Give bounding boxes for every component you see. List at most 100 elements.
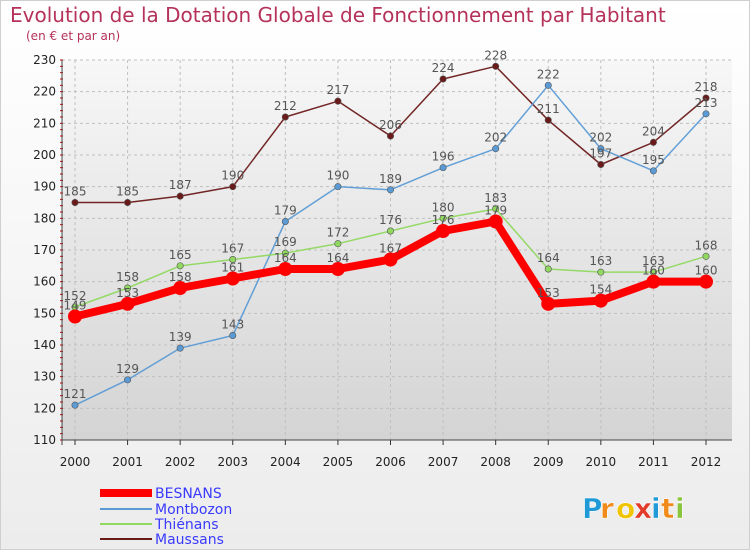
grid <box>62 59 732 441</box>
data-point-besnans <box>278 262 293 276</box>
data-label-besnans: 164 <box>274 251 297 265</box>
data-point-besnans <box>699 274 713 289</box>
data-label-thi-nans: 172 <box>326 226 349 240</box>
y-tick-label: 160 <box>33 275 56 289</box>
data-label-thi-nans: 183 <box>484 191 507 205</box>
data-point-besnans <box>541 296 556 311</box>
data-label-thi-nans: 163 <box>642 254 665 268</box>
y-tick-label: 220 <box>33 85 56 99</box>
chart-title: Evolution de la Dotation Globale de Fonc… <box>10 3 666 27</box>
data-label-maussans: 224 <box>432 61 455 75</box>
brand-letter: x <box>634 492 652 525</box>
data-point-maussans <box>281 113 289 121</box>
data-point-maussans <box>124 199 132 207</box>
data-label-montbozon: 195 <box>642 153 665 167</box>
data-point-thi-nans <box>386 227 394 235</box>
data-point-thi-nans <box>229 255 237 263</box>
proxiti-logo: Pr oxi t i <box>582 492 685 526</box>
data-label-besnans: 149 <box>64 299 87 313</box>
series-group <box>68 62 713 409</box>
data-point-maussans <box>492 62 500 70</box>
data-point-maussans <box>439 75 447 83</box>
data-point-montbozon <box>229 331 237 339</box>
y-tick-label: 150 <box>33 306 56 320</box>
brand-letter: r <box>600 492 614 525</box>
data-point-montbozon <box>281 218 289 226</box>
y-tick-label: 140 <box>33 338 56 352</box>
data-point-besnans <box>225 271 240 286</box>
data-label-besnans: 179 <box>484 204 507 218</box>
x-tick-label: 2005 <box>323 455 354 469</box>
data-point-thi-nans <box>176 262 184 270</box>
data-label-maussans: 211 <box>537 102 560 116</box>
data-label-maussans: 217 <box>326 83 349 97</box>
data-point-montbozon <box>597 145 605 153</box>
data-label-maussans: 185 <box>116 185 139 199</box>
brand-letter: o <box>616 492 635 525</box>
data-label-maussans: 204 <box>642 124 665 138</box>
data-label-thi-nans: 164 <box>537 251 560 265</box>
data-point-besnans <box>120 296 135 311</box>
data-label-thi-nans: 180 <box>432 200 455 214</box>
data-label-montbozon: 190 <box>326 169 349 183</box>
x-tick-label: 2011 <box>638 455 669 469</box>
data-point-thi-nans <box>544 265 552 273</box>
chart-subtitle: (en € et par an) <box>26 29 120 43</box>
legend-label-montbozon: Montbozon <box>155 502 232 518</box>
data-label-thi-nans: 165 <box>169 248 192 262</box>
data-label-montbozon: 202 <box>589 131 612 145</box>
data-label-maussans: 228 <box>484 48 507 62</box>
data-label-montbozon: 213 <box>695 96 718 110</box>
data-point-maussans <box>334 97 342 105</box>
data-point-maussans <box>229 183 237 191</box>
legend-label-thi-nans: Thiénans <box>154 517 219 533</box>
brand-letter: i <box>651 492 661 525</box>
data-label-besnans: 153 <box>537 286 560 300</box>
data-label-besnans: 153 <box>116 286 139 300</box>
x-tick-label: 2008 <box>480 455 511 469</box>
data-label-besnans: 160 <box>642 264 665 278</box>
data-label-montbozon: 222 <box>537 67 560 81</box>
data-point-besnans <box>330 262 345 276</box>
data-point-montbozon <box>544 81 552 89</box>
y-tick-label: 110 <box>33 433 56 447</box>
y-tick-label: 200 <box>33 148 56 162</box>
data-label-besnans: 164 <box>326 251 349 265</box>
data-point-besnans <box>436 224 451 238</box>
data-label-besnans: 176 <box>432 213 455 227</box>
data-point-montbozon <box>439 164 447 172</box>
data-point-montbozon <box>702 110 710 118</box>
data-point-besnans <box>173 281 188 295</box>
x-tick-label: 2000 <box>60 455 91 469</box>
data-label-montbozon: 196 <box>432 150 455 164</box>
data-label-montbozon: 189 <box>379 172 402 186</box>
data-point-maussans <box>597 161 605 169</box>
y-tick-label: 130 <box>33 370 56 384</box>
x-tick-label: 2010 <box>586 455 617 469</box>
data-point-maussans <box>71 199 79 207</box>
data-label-besnans: 158 <box>169 270 192 284</box>
data-point-maussans <box>386 132 394 140</box>
x-tick-label: 2003 <box>217 455 248 469</box>
data-point-montbozon <box>176 344 184 352</box>
data-point-maussans <box>544 116 552 124</box>
x-tick-label: 2002 <box>165 455 196 469</box>
data-label-maussans: 185 <box>64 185 87 199</box>
data-point-thi-nans <box>439 214 447 222</box>
x-tick-label: 2004 <box>270 455 301 469</box>
data-label-besnans: 154 <box>589 283 612 297</box>
x-tick-label: 2006 <box>375 455 406 469</box>
data-point-besnans <box>383 252 398 267</box>
data-point-besnans <box>646 274 661 289</box>
data-label-maussans: 197 <box>589 147 612 161</box>
axes: 110 120 130 140 150 160 170 180 190 200 210 220 230 2… <box>33 53 732 469</box>
data-label-thi-nans: 163 <box>589 254 612 268</box>
data-label-thi-nans: 169 <box>274 235 297 249</box>
data-label-besnans: 167 <box>379 242 402 256</box>
data-label-besnans: 160 <box>695 264 718 278</box>
y-tick-label: 230 <box>33 53 56 67</box>
data-point-montbozon <box>649 167 657 175</box>
